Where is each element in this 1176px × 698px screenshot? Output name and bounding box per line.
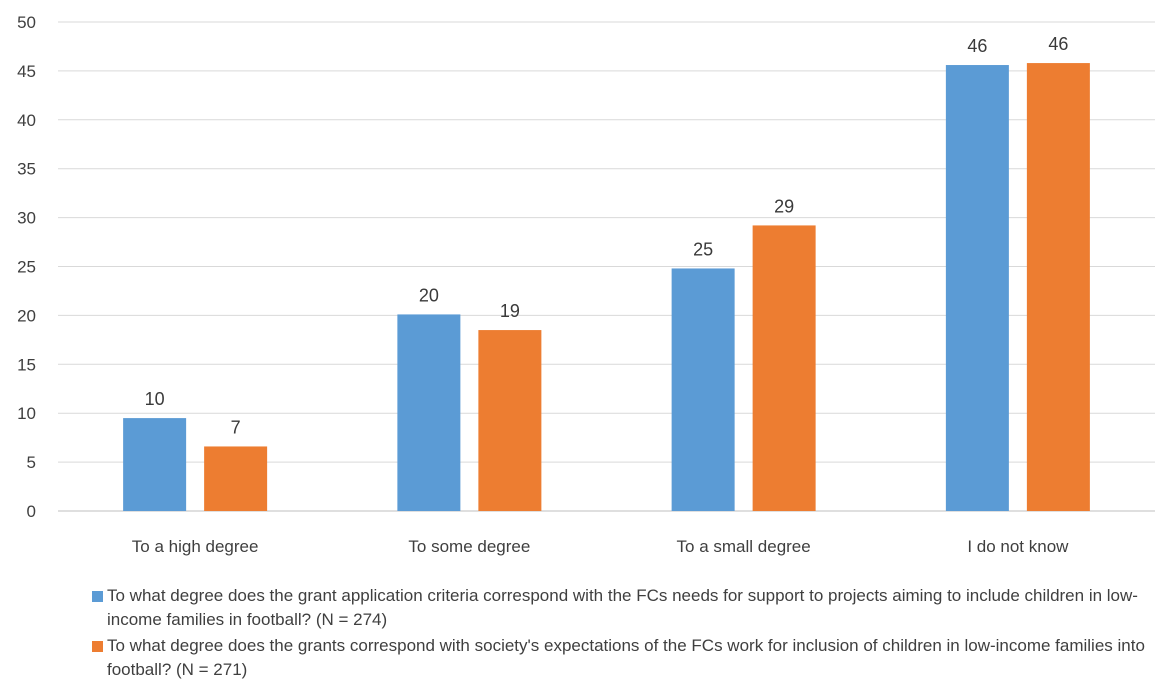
y-tick-label-45: 45 bbox=[17, 62, 36, 81]
legend-swatch-series-1 bbox=[92, 591, 103, 602]
data-label-series-1-4: 46 bbox=[967, 36, 987, 56]
y-tick-label-50: 50 bbox=[17, 13, 36, 32]
legend-label-series-2: To what degree does the grants correspon… bbox=[107, 636, 1145, 679]
x-tick-label-2: To some degree bbox=[408, 537, 530, 556]
y-tick-label-25: 25 bbox=[17, 258, 36, 277]
bar-series-1-4 bbox=[945, 65, 1009, 512]
bar-series-2-2 bbox=[478, 330, 542, 511]
y-tick-label-0: 0 bbox=[27, 502, 36, 521]
y-axis-ticks: 0 5 10 15 20 25 30 35 40 45 50 bbox=[17, 13, 36, 521]
y-tick-label-30: 30 bbox=[17, 209, 36, 228]
y-tick-label-20: 20 bbox=[17, 306, 36, 325]
data-label-series-2-1: 7 bbox=[231, 417, 241, 437]
data-label-series-1-3: 25 bbox=[693, 239, 713, 259]
data-labels: 10 7 20 19 25 29 46 46 bbox=[145, 34, 1069, 437]
bar-chart: 0 5 10 15 20 25 30 35 40 45 50 10 7 20 19 25 29 46 46 To … bbox=[17, 13, 1155, 556]
data-label-series-2-4: 46 bbox=[1048, 34, 1068, 54]
legend: To what degree does the grant applicatio… bbox=[92, 584, 1162, 684]
bar-series-2-1 bbox=[204, 446, 268, 511]
data-label-series-1-2: 20 bbox=[419, 285, 439, 305]
bar-series-1-3 bbox=[671, 268, 735, 511]
bar-series-1-2 bbox=[397, 314, 461, 511]
y-tick-label-10: 10 bbox=[17, 404, 36, 423]
y-tick-label-35: 35 bbox=[17, 160, 36, 179]
data-label-series-2-3: 29 bbox=[774, 196, 794, 216]
data-label-series-1-1: 10 bbox=[145, 389, 165, 409]
legend-label-series-1: To what degree does the grant applicatio… bbox=[107, 586, 1138, 629]
data-label-series-2-2: 19 bbox=[500, 301, 520, 321]
x-tick-label-1: To a high degree bbox=[132, 537, 259, 556]
y-tick-label-15: 15 bbox=[17, 355, 36, 374]
legend-swatch-series-2 bbox=[92, 641, 103, 652]
y-tick-label-40: 40 bbox=[17, 111, 36, 130]
x-tick-label-4: I do not know bbox=[967, 537, 1069, 556]
legend-item-series-1: To what degree does the grant applicatio… bbox=[92, 584, 1162, 632]
bar-series-2-4 bbox=[1026, 63, 1090, 512]
bars bbox=[123, 63, 1090, 512]
x-axis-labels: To a high degree To some degree To a small… bbox=[132, 537, 1069, 556]
y-tick-label-5: 5 bbox=[27, 453, 36, 472]
legend-item-series-2: To what degree does the grants correspon… bbox=[92, 634, 1162, 682]
x-tick-label-3: To a small degree bbox=[677, 537, 811, 556]
bar-series-2-3 bbox=[752, 225, 816, 511]
bar-series-1-1 bbox=[123, 418, 187, 511]
